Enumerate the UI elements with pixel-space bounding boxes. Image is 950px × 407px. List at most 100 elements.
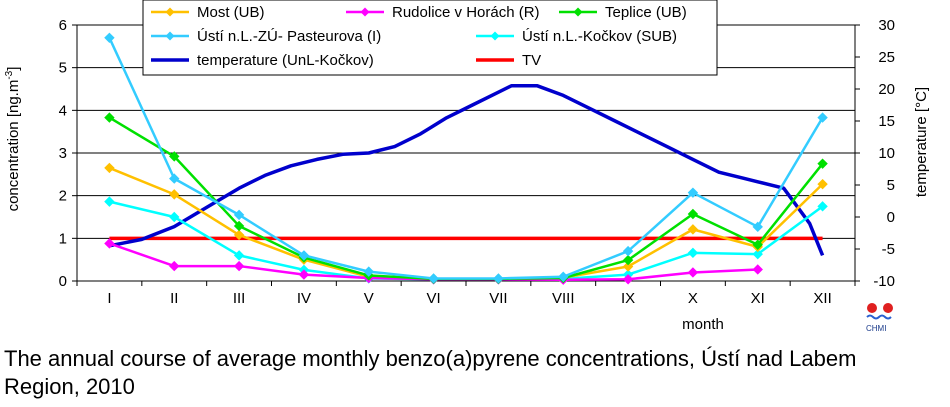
legend-item: Ústí n.L.-ZÚ- Pasteurova (I) bbox=[151, 28, 381, 45]
legend-label: Ústí n.L.-Kočkov (SUB) bbox=[522, 28, 677, 45]
x-tick-label: II bbox=[170, 290, 178, 307]
series-5 bbox=[109, 84, 825, 257]
series-line bbox=[109, 84, 825, 257]
data-point bbox=[622, 274, 634, 285]
data-point bbox=[817, 112, 828, 123]
data-point bbox=[233, 260, 245, 272]
data-point bbox=[233, 229, 245, 241]
data-point bbox=[622, 254, 634, 266]
legend-label: Ústí n.L.-ZÚ- Pasteurova (I) bbox=[197, 28, 381, 45]
legend-item: TV bbox=[476, 52, 541, 69]
data-point bbox=[558, 271, 569, 282]
data-point bbox=[169, 211, 180, 223]
data-point bbox=[622, 245, 634, 257]
data-point bbox=[687, 247, 699, 259]
legend-box bbox=[142, 0, 718, 76]
data-point bbox=[752, 264, 763, 275]
legend-marker bbox=[573, 7, 583, 17]
data-point bbox=[104, 32, 115, 44]
y-tick-label: 4 bbox=[59, 102, 67, 119]
y-tick-label: 5 bbox=[59, 60, 67, 77]
y2-tick-label: 10 bbox=[878, 145, 895, 162]
legend-marker bbox=[360, 7, 370, 17]
x-tick-label: IV bbox=[297, 290, 311, 307]
data-point bbox=[298, 250, 310, 261]
chmi-logo bbox=[864, 301, 896, 337]
x-axis-label: month bbox=[682, 316, 724, 333]
data-point bbox=[622, 261, 634, 272]
legend-item: Rudolice v Horách (R) bbox=[346, 4, 540, 21]
x-tick-label: VIII bbox=[552, 290, 575, 307]
x-axis: I II III IV V VI VII VIII IX X XI XII bbox=[76, 281, 856, 307]
series-3 bbox=[104, 32, 828, 284]
x-tick-label: VI bbox=[426, 290, 440, 307]
y2-tick-label: -10 bbox=[873, 273, 895, 290]
data-point bbox=[169, 173, 180, 184]
data-point bbox=[428, 273, 439, 284]
data-point bbox=[104, 238, 115, 249]
legend-label: temperature (UnL-Kočkov) bbox=[197, 52, 374, 69]
data-point bbox=[817, 178, 828, 190]
logo-label: CHMI bbox=[866, 324, 887, 333]
legend: Most (UB) Rudolice v Horách (R) Teplice (U… bbox=[142, 0, 718, 76]
y2-tick-label: 15 bbox=[878, 113, 895, 130]
figure-caption: The annual course of average monthly ben… bbox=[4, 346, 857, 399]
data-point bbox=[752, 221, 763, 233]
legend-marker bbox=[165, 7, 175, 17]
x-tick-label: X bbox=[688, 290, 698, 307]
series-line bbox=[108, 116, 824, 281]
data-point bbox=[104, 162, 115, 174]
x-tick-label: VII bbox=[489, 290, 507, 307]
x-tick-label: I bbox=[107, 290, 111, 307]
legend-item: Most (UB) bbox=[151, 4, 265, 21]
data-point bbox=[233, 209, 245, 221]
y-tick-label: 2 bbox=[59, 188, 67, 205]
x-tick-label: XI bbox=[751, 290, 765, 307]
y2-tick-label: 0 bbox=[887, 209, 895, 226]
data-point bbox=[752, 248, 763, 260]
y2-tick-label: -5 bbox=[882, 241, 895, 258]
x-tick-label: IX bbox=[621, 290, 635, 307]
y-tick-label: 1 bbox=[59, 230, 67, 247]
data-point bbox=[493, 273, 504, 284]
series-line bbox=[108, 37, 824, 280]
data-point bbox=[363, 266, 374, 277]
y2-tick-label: 20 bbox=[878, 81, 895, 98]
series-layer bbox=[104, 32, 828, 285]
data-point bbox=[687, 267, 699, 278]
data-point bbox=[298, 269, 310, 280]
x-tick-label: V bbox=[364, 290, 374, 307]
legend-item: temperature (UnL-Kočkov) bbox=[151, 52, 374, 69]
x-tick-label: III bbox=[233, 290, 246, 307]
data-point bbox=[169, 260, 180, 272]
y2-axis-label: temperature [°C] bbox=[913, 87, 930, 197]
data-point bbox=[104, 112, 115, 123]
data-point bbox=[817, 201, 828, 212]
data-point bbox=[169, 189, 180, 200]
data-point bbox=[233, 220, 245, 232]
y2-tick-label: 25 bbox=[878, 49, 895, 66]
legend-marker bbox=[490, 31, 500, 41]
data-point bbox=[817, 158, 828, 169]
data-point bbox=[687, 224, 699, 235]
data-point bbox=[752, 239, 763, 250]
legend-label: Rudolice v Horách (R) bbox=[392, 4, 540, 21]
y2-tick-label: 30 bbox=[878, 17, 895, 34]
legend-item: Ústí n.L.-Kočkov (SUB) bbox=[476, 28, 677, 45]
y-axis-right: -10 -5 0 5 10 15 20 25 30 bbox=[855, 17, 895, 290]
data-point bbox=[687, 208, 699, 220]
legend-label: Teplice (UB) bbox=[605, 4, 687, 21]
legend-label: Most (UB) bbox=[197, 4, 265, 21]
y-axis-label: concentration [ng.m-3] bbox=[4, 67, 22, 212]
x-tick-label: XII bbox=[813, 290, 831, 307]
data-point bbox=[687, 187, 699, 198]
y-tick-label: 3 bbox=[59, 145, 67, 162]
y-tick-label: 0 bbox=[59, 273, 67, 290]
legend-item: Teplice (UB) bbox=[559, 4, 687, 21]
y2-tick-label: 5 bbox=[887, 177, 895, 194]
grid bbox=[77, 67, 855, 239]
data-point bbox=[104, 196, 115, 207]
legend-marker bbox=[165, 31, 175, 41]
series-2 bbox=[104, 112, 828, 285]
